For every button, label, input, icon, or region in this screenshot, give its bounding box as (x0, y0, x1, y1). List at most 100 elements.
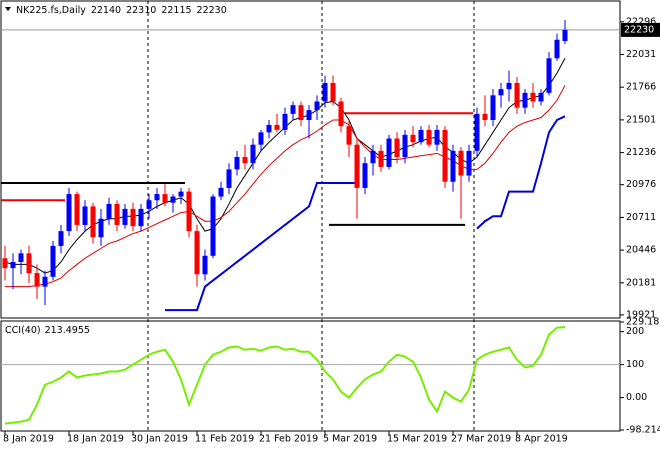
x-tick-label: 21 Feb 2019 (259, 434, 318, 445)
y-tick-label: 21501 (626, 114, 656, 125)
candle-body (450, 150, 456, 182)
candle-body (370, 150, 376, 164)
candle-body (290, 105, 296, 114)
y-tick-label: 200 (626, 326, 644, 337)
y-tick-label: 20711 (626, 212, 656, 223)
candle-body (202, 255, 208, 275)
y-tick-label: 100 (626, 359, 644, 370)
candle-body (162, 194, 168, 203)
y-tick-label: 19921 (626, 309, 656, 320)
candle-body (418, 129, 424, 143)
x-tick-label: 8 Apr 2019 (515, 434, 568, 445)
x-tick-label: 15 Mar 2019 (387, 434, 447, 445)
candle-body (522, 92, 528, 108)
candle-body (194, 231, 200, 275)
chart-title: NK225.fs,Daily 22140 22310 22115 22230 (16, 5, 227, 16)
candle-body (442, 129, 448, 182)
candle-body (186, 191, 192, 232)
symbol: NK225.fs,Daily (16, 5, 86, 16)
x-tick-label: 11 Feb 2019 (195, 434, 254, 445)
menu-icon (5, 7, 11, 11)
candle-body (338, 101, 344, 127)
candle-body (122, 208, 128, 225)
candle-body (402, 134, 408, 158)
candle-body (274, 124, 280, 130)
y-tick-label: 21766 (626, 82, 656, 93)
candle-body (170, 196, 176, 203)
ohlc-high: 22310 (126, 5, 156, 16)
candle-body (346, 126, 352, 145)
candle-body (138, 208, 144, 227)
candle-body (306, 110, 312, 121)
ohlc-close: 22230 (197, 5, 227, 16)
candle-body (410, 134, 416, 143)
candle-body (18, 253, 24, 262)
candle-body (538, 92, 544, 102)
candle-body (474, 113, 480, 151)
candle-body (82, 206, 88, 225)
indicator-line (165, 115, 566, 312)
y-tick-label: 22031 (626, 49, 656, 60)
candle-body (458, 150, 464, 176)
indicator-value: 213.4955 (45, 325, 90, 336)
candle-body (42, 276, 48, 287)
candle-body (498, 89, 504, 96)
candle-body (74, 194, 80, 225)
y-tick-label: -98.2147 (626, 425, 660, 436)
candle-body (114, 203, 120, 225)
indicator-line (5, 85, 566, 288)
current-price-label: 22230 (624, 24, 654, 35)
candle-body (466, 150, 472, 176)
y-tick-label: 0.00 (626, 392, 647, 403)
candle-body (426, 129, 432, 145)
y-tick-label: 20976 (626, 179, 656, 190)
candle-body (386, 138, 392, 167)
candle-body (482, 113, 488, 121)
indicator-line (4, 326, 566, 425)
candle-body (378, 150, 384, 167)
candle-body (154, 194, 160, 201)
candle-body (10, 261, 16, 269)
indicator-title: CCI(40) 213.4955 (5, 325, 90, 336)
candle-body (58, 231, 64, 246)
candle-body (2, 258, 8, 269)
candle-body (554, 39, 560, 59)
candle-body (394, 138, 400, 158)
candle-body (210, 196, 216, 256)
y-tick-label: 20446 (626, 245, 656, 256)
candle-body (218, 187, 224, 197)
candle-body (226, 169, 232, 188)
candle-body (242, 157, 248, 164)
candle-body (322, 82, 328, 102)
indicator-name: CCI(40) (5, 325, 41, 336)
candle-body (514, 82, 520, 108)
candle-body (330, 82, 336, 102)
candle-body (66, 194, 72, 232)
candle-body (98, 218, 104, 238)
ohlc-low: 22115 (161, 5, 191, 16)
y-tick-label: 22296 (626, 16, 656, 27)
candle-body (362, 163, 368, 188)
candle-body (298, 105, 304, 121)
candle-body (130, 208, 136, 227)
candle-body (258, 132, 264, 145)
candle-body (34, 273, 40, 287)
candle-body (490, 95, 496, 121)
candle-body (234, 157, 240, 170)
candle-body (562, 29, 568, 42)
candle-body (26, 253, 32, 274)
candle-body (530, 92, 536, 102)
y-tick-label: 21236 (626, 147, 656, 158)
candle-body (546, 58, 552, 93)
candle-body (106, 203, 112, 219)
candle-body (50, 245, 56, 277)
candle-body (282, 113, 288, 130)
candle-body (506, 82, 512, 90)
candle-body (90, 206, 96, 238)
x-tick-label: 5 Mar 2019 (323, 434, 377, 445)
main-pane-frame (0, 0, 621, 319)
candle-body (178, 191, 184, 197)
candle-body (266, 124, 272, 133)
candle-body (314, 101, 320, 111)
